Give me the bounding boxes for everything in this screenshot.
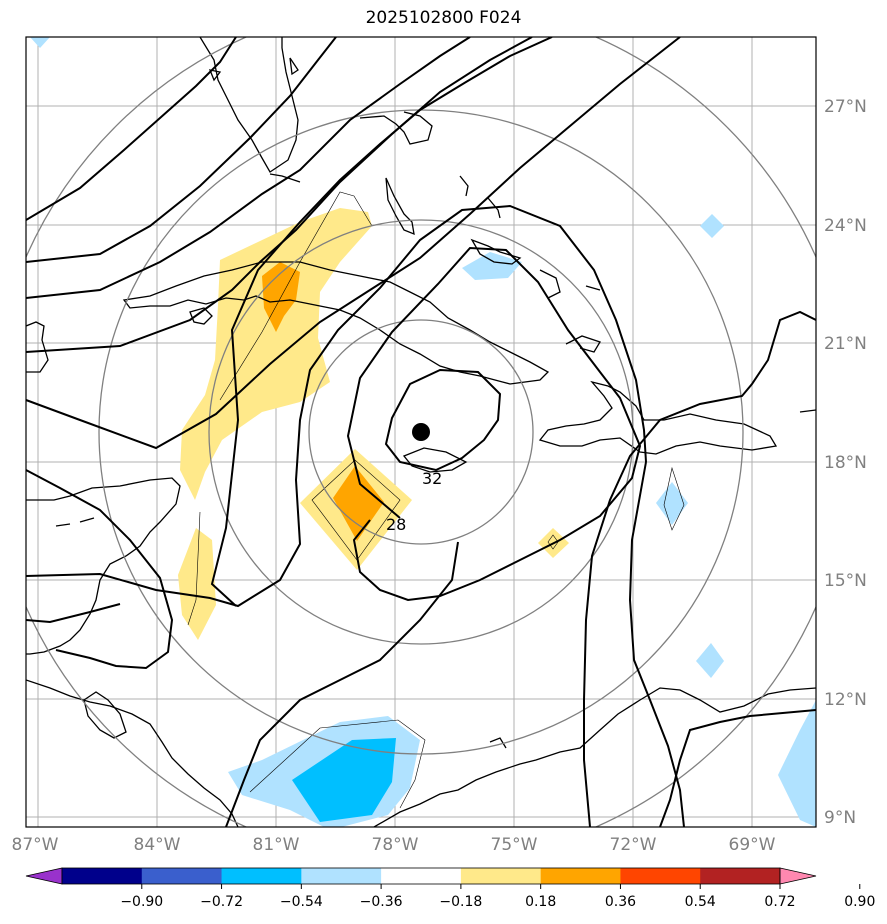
colorbar-tick-label: −0.90 — [120, 894, 163, 910]
contour-east-2 — [659, 709, 816, 827]
coastline-central-america — [26, 321, 239, 827]
coastlines — [26, 37, 816, 827]
contour-outer-3 — [26, 37, 533, 353]
contour-sw-2 — [26, 603, 121, 624]
lon-label: 81°W — [253, 835, 300, 855]
colorbar-tick-label: 0.18 — [525, 894, 556, 910]
coastline-hispaniola — [538, 335, 778, 455]
colorbar-tick-label: −0.72 — [200, 894, 243, 910]
lat-label: 27°N — [824, 97, 867, 117]
lat-label: 9°N — [824, 808, 856, 828]
contour-label-32: 32 — [422, 469, 442, 488]
contour-28 — [346, 246, 642, 602]
contour-outer-6 — [26, 204, 647, 608]
positive-region-center-core — [333, 466, 384, 541]
colorbar-segment — [62, 868, 143, 884]
lat-label: 21°N — [824, 334, 867, 354]
coastline-jamaica — [402, 447, 468, 473]
negative-region-corner-se — [778, 700, 816, 827]
lat-label: 18°N — [824, 453, 867, 473]
contour-32 — [384, 368, 502, 472]
colorbar-segment — [700, 868, 781, 884]
coastline-florida — [199, 37, 299, 173]
colorbar-segment — [221, 868, 302, 884]
positive-region-cuba-west — [180, 208, 372, 500]
colorbar-segment — [301, 868, 382, 884]
contour-label-28: 28 — [386, 515, 406, 534]
contour-outer-2 — [26, 37, 337, 263]
contour-outer-1 — [26, 37, 471, 299]
contour-sw — [26, 469, 174, 670]
colorbar-tick-label: 0.72 — [764, 894, 795, 910]
coastline-cuba — [122, 261, 550, 385]
colorbar-extension-high — [779, 867, 817, 885]
colorbar-labels: −0.90 −0.72 −0.54 −0.36 −0.18 0.18 0.36 0.54 0.7… — [120, 884, 875, 910]
longitude-labels: 87°W 84°W 81°W 78°W 75°W 72°W 69°W — [12, 835, 776, 855]
contour-outer-4 — [26, 37, 237, 221]
lon-label: 87°W — [12, 835, 59, 855]
contours — [26, 37, 816, 827]
colorbar-segment — [141, 868, 223, 884]
map-plot-area — [26, 37, 816, 827]
contour-east-1 — [628, 461, 685, 827]
lon-label: 72°W — [610, 835, 657, 855]
colorbar-tick-label: 0.36 — [605, 894, 636, 910]
shaded-field — [30, 37, 816, 827]
negative-region-corner-nw — [30, 37, 50, 48]
lon-label: 84°W — [134, 835, 181, 855]
colorbar-tick-label: −0.18 — [439, 894, 482, 910]
contour-outer-5 — [26, 37, 681, 450]
lat-label: 12°N — [824, 690, 867, 710]
negative-region-diamond-ne — [700, 214, 724, 238]
colorbar-tick-label: −0.36 — [360, 894, 403, 910]
map-frame — [25, 36, 817, 828]
colorbar — [25, 867, 817, 885]
lat-label: 24°N — [824, 216, 867, 236]
negative-region-north — [462, 252, 522, 280]
negative-region-diamond-se — [696, 643, 724, 678]
colorbar-frame — [61, 867, 781, 885]
colorbar-segment — [620, 868, 701, 884]
lon-label: 69°W — [729, 835, 776, 855]
lon-label: 78°W — [372, 835, 419, 855]
latitude-labels: 9°N 12°N 15°N 18°N 21°N 24°N 27°N — [824, 97, 867, 828]
colorbar-tick-label: −0.54 — [280, 894, 323, 910]
contour-east-3 — [583, 310, 816, 827]
coastline-south-america — [373, 687, 816, 827]
colorbar-segment — [540, 868, 621, 884]
contour-mid-inner — [210, 37, 553, 607]
colorbar-segment — [381, 868, 462, 884]
colorbar-tick-label: 0.90 — [844, 894, 875, 910]
map-title: 2025102800 F024 — [365, 8, 522, 28]
colorbar-extension-low — [25, 867, 63, 885]
lat-label: 15°N — [824, 571, 867, 591]
lon-label: 75°W — [491, 835, 538, 855]
colorbar-segment — [460, 868, 542, 884]
negative-region-south-core — [292, 738, 396, 822]
contour-south-1 — [225, 541, 459, 827]
colorbar-tick-label: 0.54 — [685, 894, 716, 910]
storm-center-marker — [412, 423, 430, 441]
